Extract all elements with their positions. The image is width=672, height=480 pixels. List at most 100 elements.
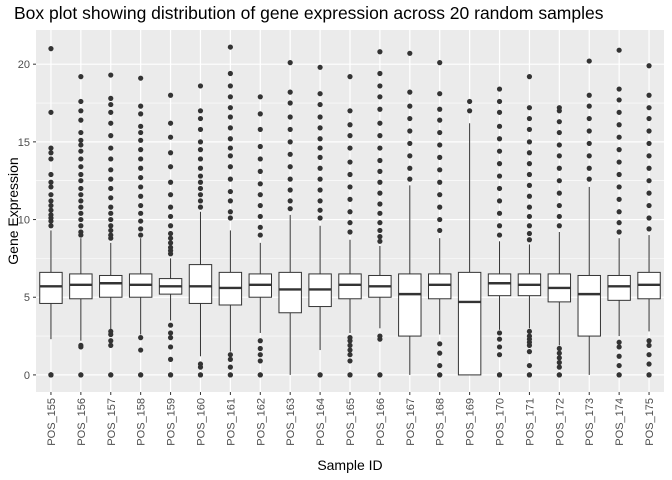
iqr-box [278, 271, 302, 314]
box-pos-160 [188, 83, 213, 378]
outlier-point [556, 350, 562, 356]
outlier-point [287, 164, 293, 170]
outlier-point [138, 165, 144, 171]
x-tick-label: POS_172 [554, 398, 566, 446]
outlier-point [317, 136, 323, 142]
outlier-point [556, 165, 562, 171]
outlier-point [138, 75, 144, 81]
outlier-point [437, 372, 443, 378]
outlier-point [227, 372, 233, 378]
outlier-point [496, 344, 503, 350]
outlier-point [317, 101, 323, 108]
outlier-point [287, 126, 293, 133]
outlier-point [437, 117, 443, 123]
outlier-point [227, 209, 233, 215]
outlier-point [437, 142, 443, 148]
outlier-point [317, 125, 323, 131]
outlier-point [287, 100, 293, 106]
outlier-point [646, 165, 652, 171]
outlier-point [556, 153, 562, 159]
outlier-point [287, 151, 293, 157]
outlier-point [317, 176, 323, 182]
outlier-point [48, 202, 54, 209]
outlier-point [377, 157, 383, 164]
outlier-point [347, 133, 353, 139]
outlier-point [646, 226, 652, 232]
outlier-point [227, 114, 233, 120]
outlier-point [526, 213, 533, 220]
outlier-point [108, 156, 114, 162]
outlier-point [347, 347, 353, 353]
outlier-point [257, 213, 263, 220]
outlier-point [437, 167, 443, 173]
outlier-point [167, 372, 174, 378]
outlier-point [48, 171, 54, 178]
x-tick-label: POS_170 [495, 398, 507, 446]
outlier-point [377, 106, 383, 112]
outlier-point [407, 165, 413, 171]
outlier-point [437, 106, 443, 112]
outlier-point [48, 223, 54, 229]
outlier-point [616, 147, 622, 153]
box-pos-163 [278, 60, 302, 375]
box-pos-158 [128, 75, 153, 378]
outlier-point [108, 338, 114, 344]
outlier-point [407, 128, 413, 134]
box-pos-156 [69, 74, 93, 378]
box-pos-170 [487, 86, 512, 378]
outlier-point [347, 342, 353, 348]
outlier-point [197, 156, 204, 162]
box-pos-164 [308, 64, 332, 378]
outlier-point [496, 330, 503, 336]
outlier-point [526, 193, 533, 199]
outlier-point [167, 213, 174, 220]
outlier-point [526, 223, 533, 229]
x-tick-label: POS_158 [136, 398, 148, 446]
outlier-point [377, 70, 383, 77]
outlier-point [616, 220, 622, 226]
outlier-point [586, 128, 592, 134]
outlier-point [526, 349, 533, 355]
outlier-point [377, 168, 383, 174]
outlier-point [556, 345, 562, 352]
outlier-point [227, 215, 233, 221]
outlier-point [317, 64, 323, 70]
outlier-point [347, 196, 353, 202]
chart-title: Box plot showing distribution of gene ex… [14, 3, 604, 23]
outlier-point [467, 98, 473, 105]
outlier-point [377, 372, 383, 378]
outlier-point [78, 171, 84, 178]
outlier-point [317, 215, 323, 221]
box-pos-155 [39, 46, 63, 378]
x-tick-label: POS_163 [285, 398, 297, 446]
outlier-point [526, 126, 533, 133]
x-tick-label: POS_167 [405, 398, 417, 446]
outlier-point [556, 223, 562, 229]
outlier-point [257, 181, 263, 187]
outlier-point [108, 342, 114, 348]
outlier-point [108, 167, 114, 173]
outlier-point [437, 204, 443, 210]
iqr-box [188, 264, 213, 304]
outlier-point [586, 140, 592, 147]
outlier-point [108, 328, 114, 335]
outlier-point [48, 156, 54, 162]
outlier-point [78, 178, 84, 184]
outlier-point [257, 352, 263, 358]
outlier-point [347, 74, 353, 80]
outlier-point [437, 154, 443, 160]
outlier-point [227, 83, 233, 89]
outlier-point [556, 105, 562, 111]
outlier-point [257, 143, 263, 150]
outlier-point [556, 364, 562, 370]
outlier-point [227, 188, 233, 195]
outlier-point [197, 147, 204, 153]
box-pos-169 [457, 98, 482, 376]
outlier-point [108, 72, 114, 78]
outlier-point [377, 227, 383, 234]
outlier-point [227, 145, 233, 151]
outlier-point [287, 89, 293, 95]
outlier-point [227, 136, 233, 142]
iqr-box [577, 274, 601, 337]
box-layer [39, 44, 661, 378]
